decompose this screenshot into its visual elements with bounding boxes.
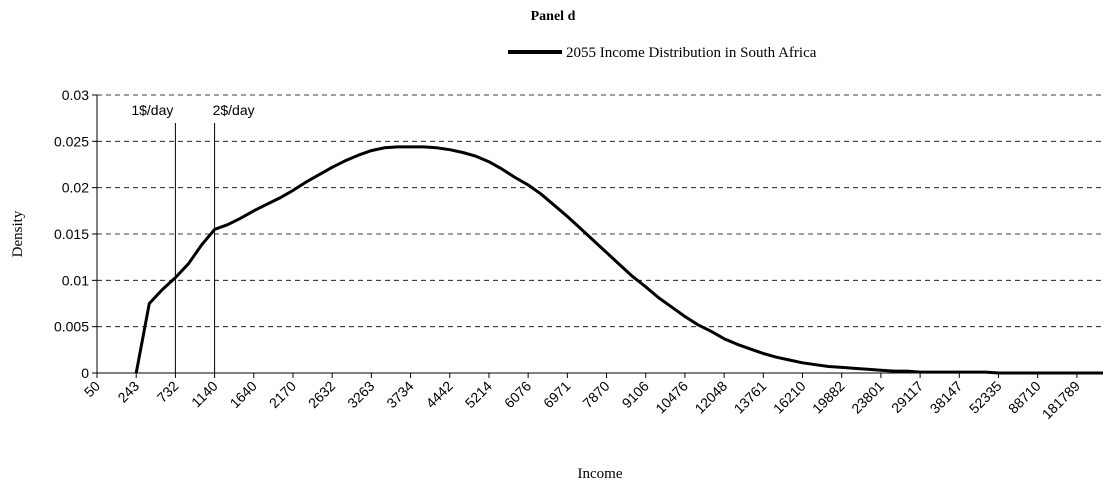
y-tick-label: 0.025 xyxy=(54,133,89,149)
y-tick-label: 0.005 xyxy=(54,319,89,335)
x-tick-label: 52335 xyxy=(966,378,1005,417)
x-tick-label: 4442 xyxy=(423,378,456,411)
x-tick-label: 6076 xyxy=(501,378,534,411)
x-axis-label: Income xyxy=(578,466,623,482)
x-tick-label: 23801 xyxy=(848,378,887,417)
x-tick-label: 16210 xyxy=(770,378,809,417)
x-tick-label: 12048 xyxy=(691,378,730,417)
x-tick-label: 2632 xyxy=(305,378,338,411)
x-tick-label: 29117 xyxy=(888,378,926,416)
x-tick-label: 9106 xyxy=(619,378,652,411)
y-tick-label: 0.03 xyxy=(62,87,89,103)
x-tick-label: 1640 xyxy=(227,378,260,411)
legend-label: 2055 Income Distribution in South Africa xyxy=(566,45,817,61)
x-tick-label: 1140 xyxy=(188,378,221,411)
x-tick-label: 3734 xyxy=(383,378,416,411)
annotation: 2$/day xyxy=(213,102,255,118)
x-tick-label: 13761 xyxy=(731,378,770,417)
y-tick-label: 0.02 xyxy=(62,180,89,196)
y-tick-label: 0.01 xyxy=(62,272,89,288)
x-tick-label: 243 xyxy=(114,378,142,406)
x-tick-label: 6971 xyxy=(540,378,573,411)
annotation: 1$/day xyxy=(131,102,173,118)
x-tick-label: 50 xyxy=(81,378,103,400)
y-tick-label: 0 xyxy=(81,365,89,381)
data-line xyxy=(134,145,1103,375)
x-tick-label: 5214 xyxy=(462,378,495,411)
x-tick-label: 38147 xyxy=(927,378,966,417)
y-axis-label: Density xyxy=(10,210,26,257)
x-tick-label: 19882 xyxy=(809,378,848,417)
x-tick-label: 732 xyxy=(154,378,182,406)
x-tick-label: 2170 xyxy=(266,378,299,411)
x-tick-label: 181789 xyxy=(1039,378,1083,422)
x-tick-label: 7870 xyxy=(579,378,612,411)
chart-title: Panel d xyxy=(531,9,576,24)
x-tick-label: 3263 xyxy=(344,378,377,411)
y-tick-label: 0.015 xyxy=(54,226,89,242)
x-tick-label: 10476 xyxy=(652,378,691,417)
